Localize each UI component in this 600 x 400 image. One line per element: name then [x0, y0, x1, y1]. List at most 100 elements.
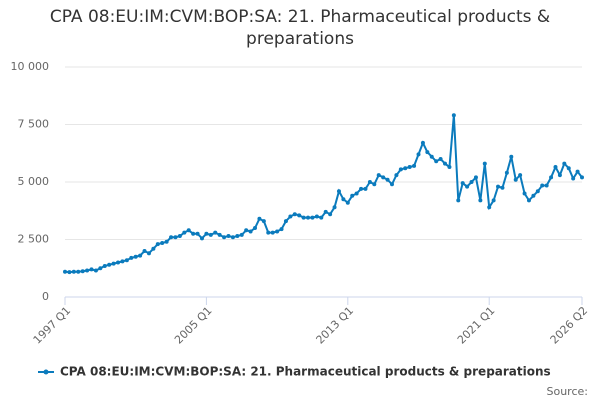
data-point — [376, 173, 381, 178]
x-tick-label: 1997 Q1 — [31, 304, 74, 347]
data-point — [496, 184, 501, 189]
data-point — [526, 198, 531, 203]
source: Source: — [547, 385, 589, 398]
data-point — [323, 209, 328, 214]
data-point — [438, 157, 443, 161]
data-point — [504, 170, 509, 175]
data-point — [447, 165, 452, 170]
data-point — [266, 230, 271, 235]
data-point — [71, 269, 76, 274]
data-point — [513, 177, 518, 182]
data-point — [124, 258, 129, 263]
data-point — [580, 175, 584, 180]
data-point — [217, 232, 222, 237]
data-point — [208, 232, 213, 237]
data-point — [93, 268, 98, 273]
series-line — [64, 115, 583, 274]
data-point — [306, 215, 311, 220]
data-point — [465, 184, 470, 189]
data-point — [177, 234, 182, 239]
data-point — [89, 267, 94, 272]
x-tick-label: 2013 Q1 — [314, 304, 357, 347]
data-point — [195, 231, 200, 236]
data-point — [562, 161, 567, 166]
y-tick-label: 0 — [42, 290, 49, 303]
data-point — [359, 186, 364, 191]
data-point — [63, 269, 67, 274]
data-point — [120, 259, 125, 264]
data-point — [571, 176, 576, 181]
data-point — [191, 231, 196, 236]
data-point — [478, 198, 483, 203]
data-point — [363, 186, 368, 191]
data-point — [186, 228, 191, 233]
data-point — [253, 226, 258, 230]
data-point — [535, 189, 540, 194]
data-point — [394, 173, 399, 178]
data-point — [350, 193, 355, 198]
y-tick-label: 5 000 — [18, 175, 50, 188]
data-point — [226, 234, 231, 239]
data-point — [460, 181, 465, 186]
data-point — [133, 254, 138, 259]
data-point — [549, 175, 554, 180]
data-point — [102, 263, 107, 268]
data-point — [151, 246, 156, 251]
data-point — [540, 183, 545, 188]
data-point — [319, 215, 324, 220]
data-point — [500, 185, 505, 190]
data-point — [425, 150, 430, 155]
data-point — [314, 214, 319, 219]
data-point — [354, 191, 359, 196]
data-point — [146, 251, 151, 256]
data-point — [239, 232, 244, 237]
data-point — [557, 173, 562, 178]
data-point — [230, 235, 235, 240]
data-point — [575, 169, 580, 174]
data-point — [566, 166, 571, 171]
x-tick-label: 2026 Q2 — [548, 304, 591, 347]
data-point — [522, 191, 527, 196]
data-point — [336, 189, 341, 194]
data-point — [111, 261, 116, 266]
data-point — [509, 154, 514, 159]
data-point — [367, 180, 372, 184]
data-point — [341, 197, 346, 202]
data-point — [398, 167, 403, 172]
data-point — [434, 159, 439, 164]
x-tick-label: 2021 Q1 — [455, 304, 498, 347]
data-point — [531, 193, 536, 198]
data-point — [129, 255, 134, 260]
data-point — [222, 235, 227, 240]
data-point — [389, 182, 394, 187]
data-point — [138, 253, 143, 258]
data-point — [473, 175, 478, 180]
data-point — [310, 215, 315, 220]
data-point — [85, 268, 90, 273]
y-tick-label: 7 500 — [18, 118, 50, 131]
y-tick-label: 10 000 — [11, 60, 50, 73]
data-point — [328, 212, 333, 217]
data-point — [451, 113, 456, 118]
data-point — [261, 219, 266, 224]
data-point — [297, 213, 302, 218]
data-point — [443, 161, 448, 166]
data-point — [182, 230, 187, 235]
data-point — [275, 229, 280, 234]
data-point — [407, 165, 412, 170]
data-point — [199, 236, 204, 241]
data-point — [270, 230, 275, 235]
legend-marker — [43, 369, 49, 375]
data-point — [403, 166, 408, 171]
data-point — [279, 227, 284, 232]
data-point — [164, 239, 169, 244]
data-point — [518, 173, 523, 178]
data-point — [107, 262, 112, 267]
data-point — [420, 140, 425, 145]
data-point — [283, 219, 288, 224]
data-point — [235, 234, 240, 239]
data-point — [553, 165, 558, 170]
data-point — [116, 260, 121, 265]
data-point — [248, 229, 253, 234]
